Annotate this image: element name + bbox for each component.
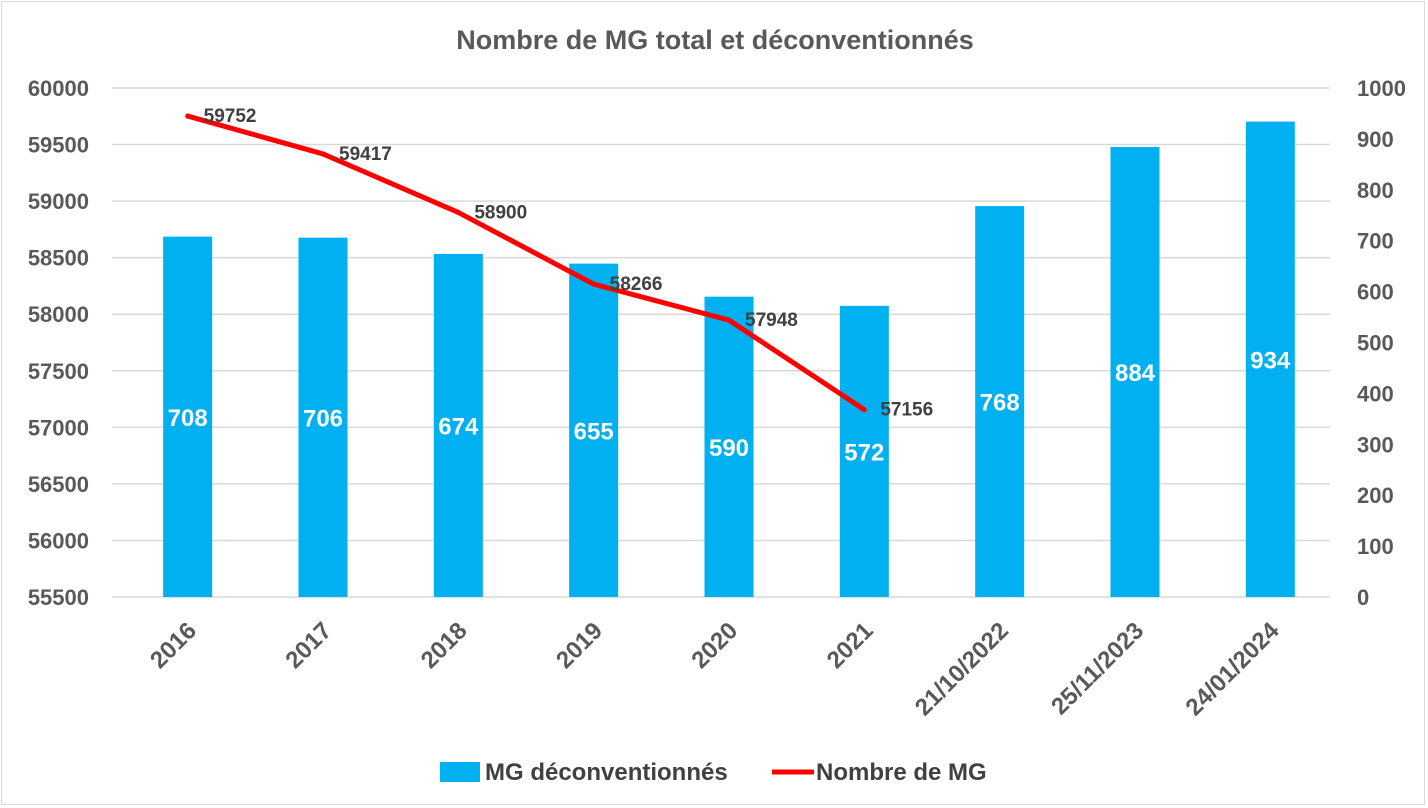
bar xyxy=(704,296,754,597)
line-point xyxy=(185,113,191,119)
right-tick-label: 100 xyxy=(1357,534,1394,559)
line-series: 59752 59417 58900 58266 57948 57156 xyxy=(185,106,933,421)
left-tick-label: 59500 xyxy=(28,133,89,158)
left-tick-label: 59000 xyxy=(28,189,89,214)
legend-swatch-bar xyxy=(440,762,480,782)
bar-value-label: 674 xyxy=(438,413,479,440)
line-point xyxy=(861,407,867,413)
bar xyxy=(433,253,483,597)
right-tick-label: 500 xyxy=(1357,331,1394,356)
bar-series: 708 706 674 655 590 572 768 884 934 xyxy=(163,121,1295,598)
bar-value-label: 590 xyxy=(709,435,749,462)
bar xyxy=(1245,121,1295,598)
left-tick-label: 57000 xyxy=(28,415,89,440)
line-value-label: 58900 xyxy=(474,202,527,223)
right-tick-label: 900 xyxy=(1357,127,1394,152)
bar xyxy=(975,206,1025,597)
line-point xyxy=(455,209,461,215)
bar-value-label: 884 xyxy=(1115,360,1156,387)
right-tick-label: 300 xyxy=(1357,432,1394,457)
right-tick-label: 400 xyxy=(1357,381,1394,406)
chart-title: Nombre de MG total et déconventionnés xyxy=(456,25,974,55)
x-tick-label: 21/10/2022 xyxy=(910,617,1014,721)
legend-label-line: Nombre de MG xyxy=(816,759,987,786)
line-value-label: 59417 xyxy=(339,144,392,165)
bar-value-label: 655 xyxy=(574,418,614,445)
line-value-label: 57156 xyxy=(880,400,933,421)
right-tick-label: 0 xyxy=(1357,585,1369,610)
x-tick-label: 2017 xyxy=(280,617,337,674)
bar-value-label: 708 xyxy=(168,405,208,432)
x-tick-label: 2019 xyxy=(551,617,608,674)
line-point xyxy=(591,281,597,287)
x-tick-label: 25/11/2023 xyxy=(1046,617,1149,720)
left-tick-label: 57500 xyxy=(28,359,89,384)
x-tick-label: 2021 xyxy=(822,617,879,674)
right-tick-label: 700 xyxy=(1357,229,1394,254)
bar xyxy=(1110,147,1160,597)
x-axis: 2016 2017 2018 2019 2020 2021 21/10/2022 25/11/… xyxy=(145,617,1285,721)
x-tick-label: 24/01/2024 xyxy=(1181,617,1285,721)
left-tick-label: 58000 xyxy=(28,302,89,327)
right-tick-label: 800 xyxy=(1357,178,1394,203)
bar xyxy=(569,263,619,597)
line-path xyxy=(186,113,866,412)
x-tick-label: 2020 xyxy=(686,617,743,674)
bar-value-label: 768 xyxy=(980,390,1020,417)
right-tick-label: 1000 xyxy=(1357,76,1406,101)
left-tick-label: 60000 xyxy=(28,76,89,101)
line-value-label: 58266 xyxy=(610,274,663,295)
left-tick-label: 58500 xyxy=(28,246,89,271)
bar xyxy=(163,236,213,598)
line-value-label: 57948 xyxy=(745,310,798,331)
bar-value-label: 572 xyxy=(844,439,884,466)
legend-label-bar: MG déconventionnés xyxy=(485,759,728,786)
left-tick-label: 56000 xyxy=(28,528,89,553)
x-tick-label: 2018 xyxy=(416,617,473,674)
bar xyxy=(298,237,348,597)
x-tick-label: 2016 xyxy=(145,617,202,674)
line-point xyxy=(320,151,326,157)
left-tick-label: 56500 xyxy=(28,472,89,497)
left-tick-label: 55500 xyxy=(28,585,89,610)
bar-value-label: 934 xyxy=(1250,347,1291,374)
bar xyxy=(839,305,889,597)
legend: MG déconventionnés Nombre de MG xyxy=(440,759,987,786)
left-y-axis: 60000 59500 59000 58500 58000 57500 57000 56500… xyxy=(28,76,89,610)
right-tick-label: 600 xyxy=(1357,280,1394,305)
line-value-label: 59752 xyxy=(204,106,257,127)
line-point xyxy=(726,317,732,323)
right-tick-label: 200 xyxy=(1357,483,1394,508)
bar-value-label: 706 xyxy=(303,405,343,432)
